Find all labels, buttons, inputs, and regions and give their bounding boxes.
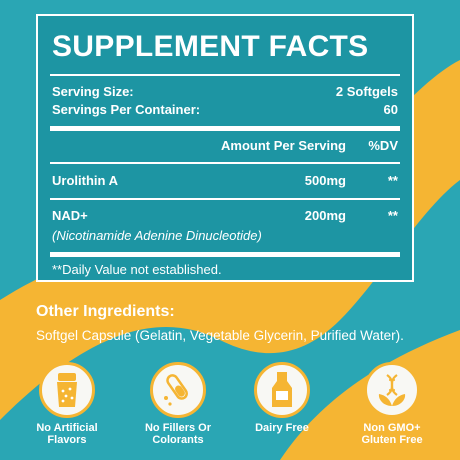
badge-label-line1: Non GMO+ [363, 422, 421, 434]
badge-label-line1: No Artificial [36, 422, 98, 434]
other-ingredients-title: Other Ingredients: [36, 303, 175, 320]
badge-label-line1: No Fillers Or [144, 422, 212, 434]
divider [50, 74, 400, 76]
salt-shaker-icon [57, 373, 77, 407]
badge-non-gmo: Non GMO+ Gluten Free [357, 362, 427, 446]
amount-header: Amount Per Serving [221, 138, 346, 153]
ingredient-name: Urolithin A [52, 173, 118, 188]
servings-row: Servings Per Container: 60 [52, 102, 398, 118]
ingredient-row: Urolithin A 500mg ** [52, 173, 398, 189]
other-ingredients-text: Softgel Capsule (Gelatin, Vegetable Glyc… [36, 328, 404, 343]
divider-thick [50, 126, 400, 131]
badge-circle [150, 362, 206, 418]
badge-label-line2: Flavors [47, 434, 87, 446]
ingredient-name: NAD+ [52, 208, 88, 223]
servings-label: Servings Per Container: [52, 102, 201, 117]
divider-thick [50, 252, 400, 257]
serving-size-value: 2 Softgels [335, 84, 398, 99]
supplement-facts-panel: SUPPLEMENT FACTS Serving Size: 2 Softgel… [36, 14, 414, 282]
dv-header: %DV [368, 138, 398, 153]
serving-size-row: Serving Size: 2 Softgels [52, 84, 398, 100]
badge-label-line1: Dairy Free [255, 422, 309, 434]
test-tube-icon [164, 374, 188, 406]
divider [50, 162, 400, 164]
badge-circle [254, 362, 310, 418]
ingredient-dv: ** [387, 208, 398, 223]
ingredient-amount: 500mg [304, 173, 346, 188]
serving-size-label: Serving Size: [52, 84, 134, 99]
badge-label-line2: Colorants [152, 434, 204, 446]
badge-no-fillers: No Fillers Or Colorants [143, 362, 213, 446]
dna-leaf-icon [378, 374, 406, 406]
divider [50, 198, 400, 200]
badge-dairy-free: Dairy Free [247, 362, 317, 434]
badge-circle [39, 362, 95, 418]
badge-no-artificial-flavors: No Artificial Flavors [32, 362, 102, 446]
ingredient-subname: (Nicotinamide Adenine Dinucleotide) [52, 228, 262, 243]
facts-title: SUPPLEMENT FACTS [52, 30, 369, 63]
footnote: **Daily Value not established. [52, 262, 222, 277]
ingredient-amount: 200mg [304, 208, 346, 223]
ingredient-row: NAD+ 200mg ** [52, 208, 398, 224]
ingredient-dv: ** [387, 173, 398, 188]
badge-label-line2: Gluten Free [361, 434, 423, 446]
milk-bottle-icon [272, 372, 292, 407]
badge-circle [364, 362, 420, 418]
servings-value: 60 [383, 102, 398, 117]
